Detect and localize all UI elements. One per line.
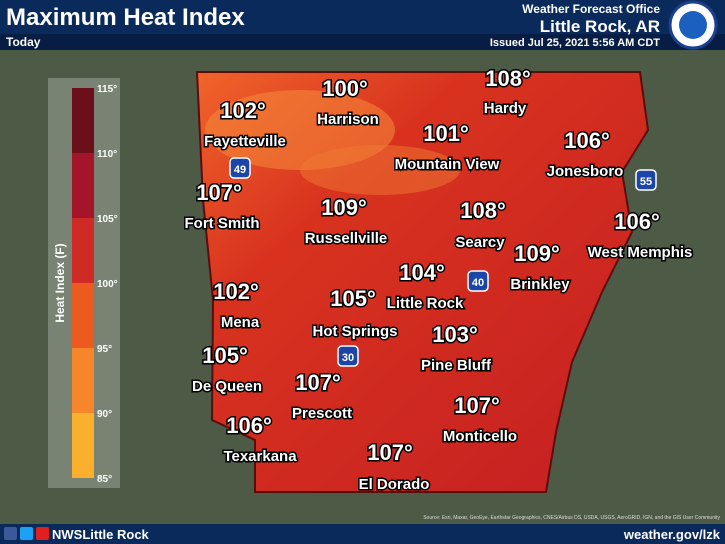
legend-tick-label: 95° bbox=[97, 344, 112, 355]
title: Maximum Heat Index bbox=[6, 4, 245, 31]
legend-tick-label: 115° bbox=[97, 84, 117, 95]
city-name: El Dorado bbox=[359, 476, 430, 493]
city-name: Pine Bluff bbox=[421, 357, 492, 374]
legend-tick-label: 100° bbox=[97, 279, 118, 290]
interstate-shield bbox=[229, 157, 251, 179]
city-value: 106° bbox=[564, 128, 610, 153]
legend-title: Heat Index (F) bbox=[53, 243, 67, 322]
issued: Issued Jul 25, 2021 5:56 AM CDT bbox=[490, 37, 660, 49]
interstate-number: 55 bbox=[640, 176, 652, 188]
twitter-icon[interactable] bbox=[20, 527, 33, 540]
subtitle: Today bbox=[6, 35, 41, 49]
city-value: 104° bbox=[399, 260, 445, 285]
city-value: 105° bbox=[202, 343, 248, 368]
city-name: Brinkley bbox=[510, 276, 570, 293]
city-value: 100° bbox=[322, 76, 368, 101]
city-name: Mountain View bbox=[395, 156, 500, 173]
city-name: Fort Smith bbox=[185, 215, 260, 232]
city-value: 103° bbox=[432, 322, 478, 347]
office: Weather Forecast Office bbox=[522, 2, 660, 16]
legend-tick-label: 110° bbox=[97, 149, 117, 160]
city-value: 101° bbox=[423, 121, 469, 146]
interstate-shield bbox=[337, 345, 359, 367]
subheader-bar bbox=[0, 34, 725, 50]
interstate-number: 49 bbox=[234, 164, 246, 176]
legend-tick-label: 85° bbox=[97, 474, 112, 485]
city-value: 109° bbox=[514, 241, 560, 266]
city-value: 107° bbox=[295, 370, 341, 395]
legend-tick-label: 90° bbox=[97, 409, 112, 420]
city-name: Jonesboro bbox=[547, 163, 624, 180]
city-name: Hardy bbox=[484, 100, 527, 117]
city-value: 105° bbox=[330, 286, 376, 311]
interstate-shield bbox=[467, 270, 489, 292]
city-name: Mena bbox=[221, 314, 260, 331]
footer-bar bbox=[0, 524, 725, 544]
city-value: 102° bbox=[220, 98, 266, 123]
city-value: 108° bbox=[485, 66, 531, 91]
legend-tick-label: 105° bbox=[97, 214, 118, 225]
legend-band bbox=[72, 218, 94, 283]
city-name: Fayetteville bbox=[204, 133, 286, 150]
attribution: Source: Esri, Maxar, GeoEye, Earthstar G… bbox=[423, 515, 720, 521]
location: Little Rock, AR bbox=[540, 17, 660, 36]
city-value: 107° bbox=[196, 180, 242, 205]
legend-band bbox=[72, 283, 94, 348]
interstates: 49 40 30 55 bbox=[229, 157, 657, 367]
city-name: Monticello bbox=[443, 428, 517, 445]
facebook-icon[interactable] bbox=[4, 527, 17, 540]
interstate-number: 30 bbox=[342, 352, 354, 364]
city-name: West Memphis bbox=[588, 244, 693, 261]
legend-band bbox=[72, 413, 94, 478]
city-name: Little Rock bbox=[387, 295, 464, 312]
footer-url: weather.gov/lzk bbox=[623, 527, 721, 542]
city-value: 109° bbox=[321, 195, 367, 220]
nws-logo-inner bbox=[679, 11, 707, 39]
legend-band bbox=[72, 348, 94, 413]
youtube-icon[interactable] bbox=[36, 527, 49, 540]
interstate-number: 40 bbox=[472, 277, 484, 289]
city-value: 106° bbox=[226, 413, 272, 438]
cooler-zone bbox=[300, 145, 460, 195]
legend-band bbox=[72, 88, 94, 153]
cities: 102° Fayetteville 100° Harrison 108° Hardy 101… bbox=[183, 65, 694, 495]
city-name: Russellville bbox=[305, 230, 388, 247]
city-name: Harrison bbox=[317, 111, 379, 128]
city-name: Prescott bbox=[292, 405, 352, 422]
legend-band bbox=[72, 153, 94, 218]
city-name: Searcy bbox=[455, 234, 505, 251]
interstate-shield bbox=[635, 169, 657, 191]
city-value: 108° bbox=[460, 198, 506, 223]
social-handle: NWSLittle Rock bbox=[52, 527, 150, 542]
city-value: 107° bbox=[454, 393, 500, 418]
city-name: De Queen bbox=[192, 378, 262, 395]
city-name: Hot Springs bbox=[313, 323, 398, 340]
city-value: 106° bbox=[614, 209, 660, 234]
city-value: 107° bbox=[367, 440, 413, 465]
legend: 115° 110° 105° 100° 95° 90° 85° bbox=[72, 84, 118, 485]
header-bar bbox=[0, 0, 725, 34]
city-name: Texarkana bbox=[223, 448, 297, 465]
city-value: 102° bbox=[213, 279, 259, 304]
